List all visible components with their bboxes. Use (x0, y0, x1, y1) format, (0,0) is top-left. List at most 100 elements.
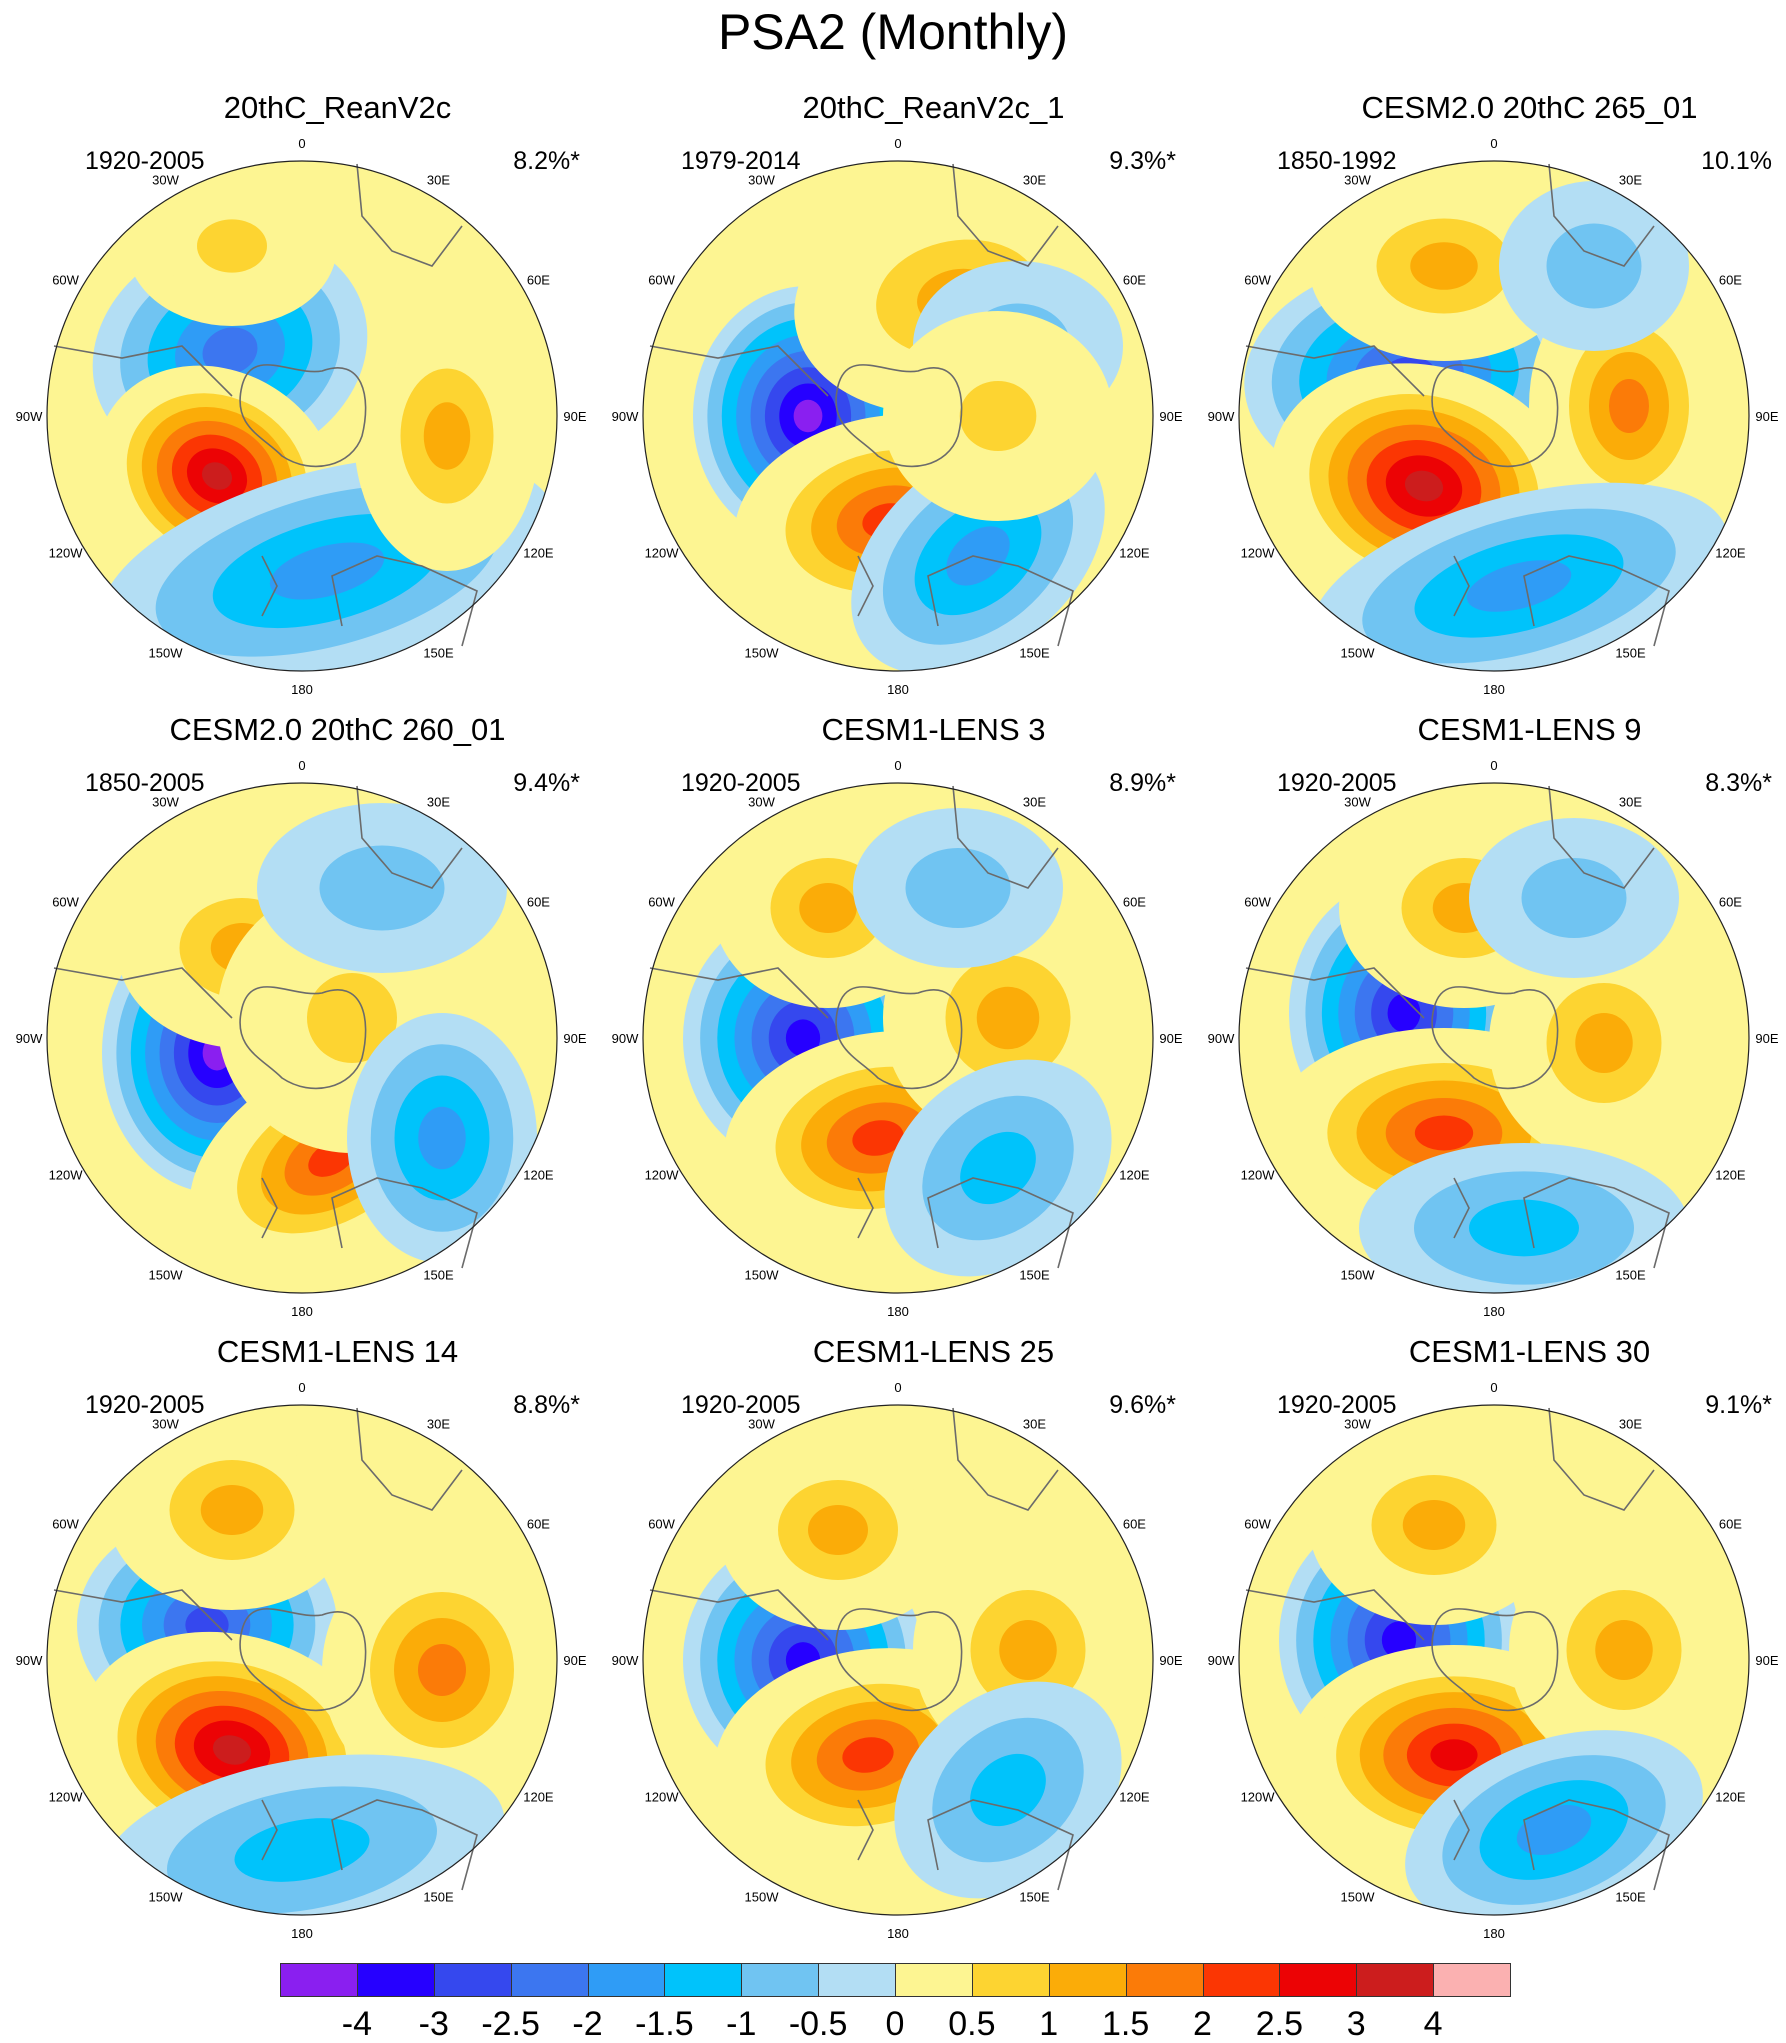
map-panel: 20thC_ReanV2c 1920-2005 8.2%* 0 30E 60E 90E 120… (16, 90, 635, 710)
longitude-label: 150E (1615, 1889, 1646, 1904)
positive-anomaly-contour (1430, 1739, 1478, 1771)
longitude-label: 90W (612, 1653, 639, 1668)
colorbar-swatch (356, 1963, 435, 1997)
longitude-label: 30E (1023, 1417, 1046, 1432)
longitude-label: 60E (527, 895, 550, 910)
longitude-label: 150E (1019, 645, 1050, 660)
coastline-south-america (649, 1589, 829, 1641)
coastline-antarctica (239, 986, 367, 1090)
polar-map: 0 30E 60E 90E 120E 150E 180 150W 120W 90W 60W 30W (16, 136, 587, 697)
longitude-label: 30E (427, 173, 450, 188)
negative-anomaly-contour (1387, 993, 1421, 1033)
colorbar-swatch (1125, 1963, 1204, 1997)
longitude-label: 120E (523, 1790, 554, 1805)
longitude-label: 0 (298, 1380, 305, 1395)
longitude-label: 150W (149, 1889, 184, 1904)
coastline-antarctica (1431, 1608, 1559, 1712)
panel-years: 1920-2005 (1277, 769, 1397, 797)
negative-anomaly-contour (1516, 1805, 1592, 1855)
map-border (642, 782, 1154, 1294)
longitude-label: 120E (523, 546, 554, 561)
longitude-label: 90E (1755, 1653, 1778, 1668)
coastline-south-america (649, 345, 829, 397)
negative-anomaly-contour (1381, 1621, 1417, 1659)
coastline-australia (331, 555, 478, 647)
longitude-label: 30E (1619, 1417, 1642, 1432)
panel-percent: 8.9%* (1109, 769, 1176, 797)
colorbar-tick-label: 0 (885, 2005, 905, 2043)
longitude-label: 0 (298, 758, 305, 773)
map-border (1238, 1404, 1750, 1916)
panel-title: CESM1-LENS 25 (812, 1334, 1055, 1369)
longitude-label: 120W (1241, 1790, 1276, 1805)
coastline-antarctica (835, 364, 963, 468)
coastline-antarctica (239, 1608, 367, 1712)
longitude-label: 90W (16, 1653, 43, 1668)
longitude-label: 150W (745, 1267, 780, 1282)
positive-anomaly-contour (307, 973, 397, 1063)
longitude-label: 60W (648, 273, 675, 288)
panel-percent: 9.4%* (513, 769, 580, 797)
colorbar-tick-label: 0.5 (948, 2005, 996, 2043)
longitude-label: 150E (423, 1267, 454, 1282)
negative-anomaly-contour (1469, 1199, 1579, 1257)
longitude-label: 0 (1490, 758, 1497, 773)
longitude-label: 90W (16, 1031, 43, 1046)
longitude-label: 180 (1483, 1304, 1505, 1319)
longitude-label: 30W (152, 795, 179, 810)
longitude-label: 30W (152, 1417, 179, 1432)
coastline-africa (952, 163, 1059, 267)
coastline-australia (1523, 1799, 1670, 1891)
polar-map: 0 30E 60E 90E 120E 150E 180 150W 120W 90W 60W 30W (16, 1380, 587, 1941)
coastline-africa (1548, 785, 1655, 889)
longitude-label: 90W (612, 409, 639, 424)
longitude-label: 0 (1490, 1380, 1497, 1395)
longitude-label: 30W (1344, 1417, 1371, 1432)
positive-anomaly-contour (212, 1735, 252, 1765)
longitude-label: 120W (1241, 546, 1276, 561)
longitude-label: 150E (423, 1889, 454, 1904)
map-panel: CESM2.0 20thC 265_01 1850-1992 10.1% 0 30E 60… (1208, 90, 1786, 710)
longitude-label: 120W (1241, 1168, 1276, 1183)
colorbar-tick-label: 1.5 (1101, 2005, 1150, 2043)
longitude-label: 90E (1159, 1031, 1182, 1046)
colorbar-tick-label: -1.5 (635, 2005, 694, 2043)
longitude-label: 180 (887, 1926, 909, 1941)
longitude-label: 60W (52, 273, 79, 288)
longitude-label: 150E (1615, 645, 1646, 660)
negative-anomaly-contour (905, 848, 1011, 928)
coastline-south-america (53, 345, 233, 397)
longitude-label: 0 (894, 758, 901, 773)
longitude-label: 180 (887, 1304, 909, 1319)
positive-anomaly-contour (1410, 242, 1478, 290)
longitude-label: 0 (894, 1380, 901, 1395)
negative-anomaly-contour (785, 1019, 821, 1057)
colorbar-tick-label: -2.5 (481, 2005, 540, 2043)
longitude-label: 60E (1719, 273, 1742, 288)
coastline-new-zealand (261, 1177, 278, 1239)
longitude-label: 150W (1341, 1889, 1376, 1904)
longitude-label: 120E (1715, 1790, 1746, 1805)
colorbar-swatch (433, 1963, 512, 1997)
longitude-label: 0 (298, 136, 305, 151)
longitude-label: 120E (1715, 1168, 1746, 1183)
longitude-label: 90W (1208, 409, 1235, 424)
positive-anomaly-contour (1595, 1620, 1653, 1680)
polar-map: 0 30E 60E 90E 120E 150E 180 150W 120W 90W 60W 30W (612, 758, 1183, 1319)
panel-title: CESM1-LENS 14 (216, 1334, 459, 1369)
longitude-label: 150W (745, 1889, 780, 1904)
coastline-south-america (1245, 345, 1425, 397)
panel-years: 1920-2005 (85, 147, 205, 175)
positive-anomaly-contour (423, 402, 471, 470)
colorbar-tick-label: -1 (726, 2005, 757, 2043)
coastline-africa (952, 1407, 1059, 1511)
map-border (1238, 782, 1750, 1294)
longitude-label: 90E (563, 1031, 586, 1046)
longitude-label: 30E (1023, 795, 1046, 810)
positive-anomaly-contour (197, 219, 267, 273)
colorbar-tick-label: 1 (1039, 2005, 1059, 2043)
colorbar-tick-label: -3 (418, 2005, 449, 2043)
longitude-label: 60W (648, 1517, 675, 1532)
longitude-label: 120E (1119, 546, 1150, 561)
negative-anomaly-contour (946, 526, 1010, 586)
